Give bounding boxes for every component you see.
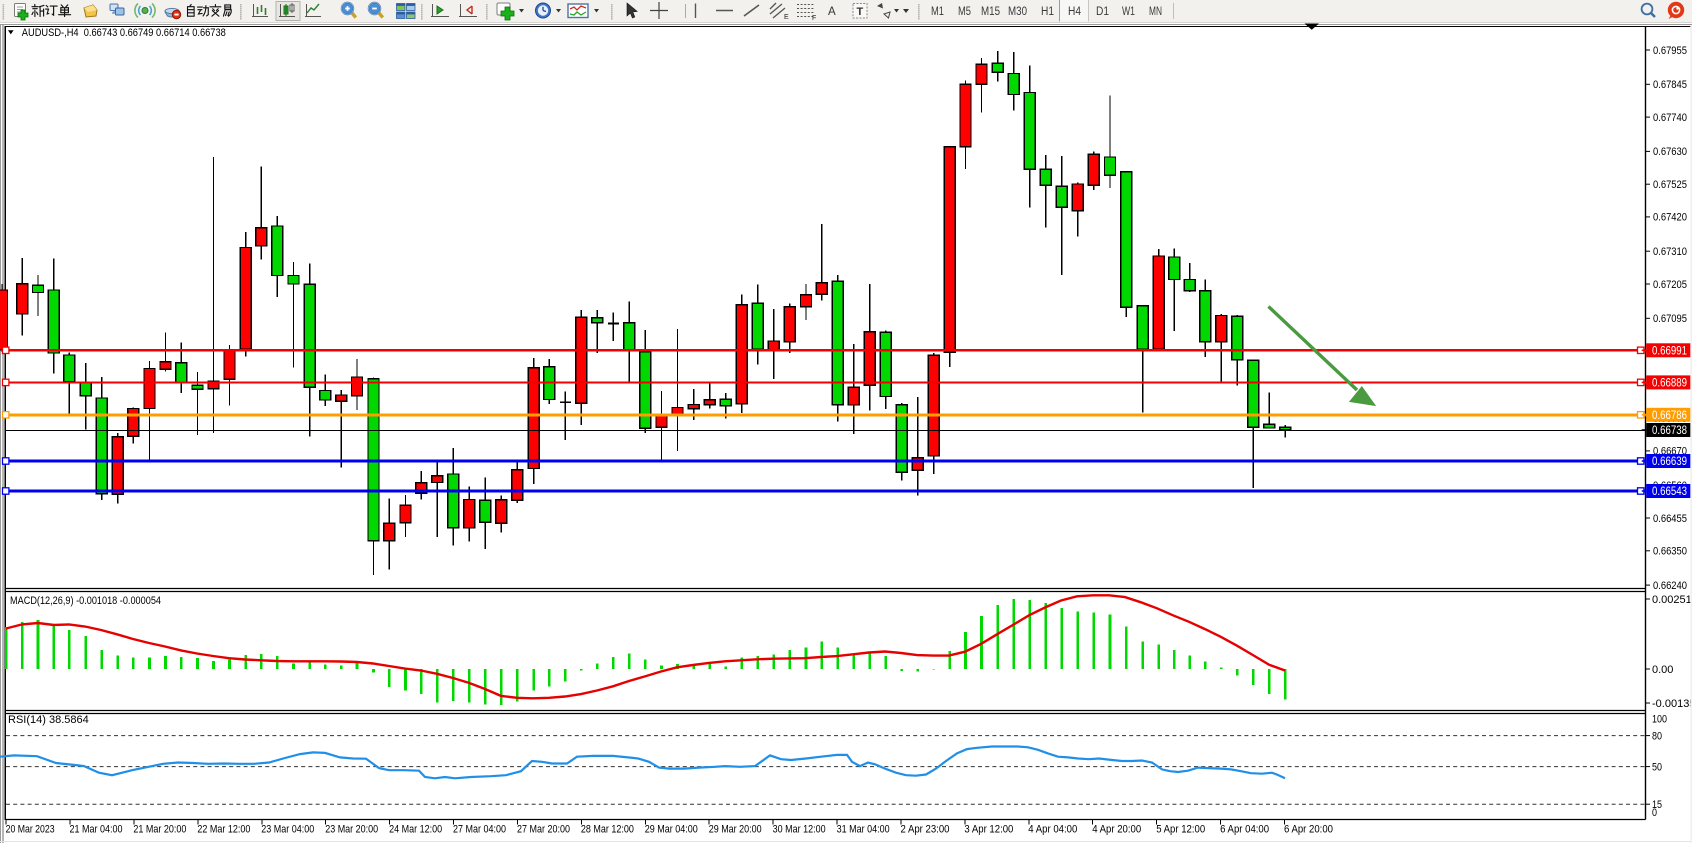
svg-text:0.66543: 0.66543: [1652, 486, 1687, 498]
svg-text:21 Mar 04:00: 21 Mar 04:00: [70, 824, 123, 836]
svg-text:0.66889: 0.66889: [1652, 377, 1687, 389]
svg-text:E: E: [784, 14, 789, 21]
svg-text:0.67095: 0.67095: [1653, 313, 1687, 325]
svg-text:3 Apr 12:00: 3 Apr 12:00: [964, 824, 1013, 836]
svg-text:AUDUSD-,H4 0.66743 0.66749 0.: AUDUSD-,H4 0.66743 0.66749 0.66714 0.667…: [22, 27, 226, 39]
svg-text:22 Mar 12:00: 22 Mar 12:00: [197, 824, 250, 836]
svg-text:0.67310: 0.67310: [1653, 246, 1687, 258]
svg-text:0.67525: 0.67525: [1653, 179, 1687, 191]
svg-text:2 Apr 23:00: 2 Apr 23:00: [901, 824, 950, 836]
svg-text:H4: H4: [1068, 6, 1082, 18]
svg-text:0.66350: 0.66350: [1653, 546, 1687, 558]
svg-text:D1: D1: [1096, 6, 1109, 18]
svg-text:MN: MN: [1149, 6, 1162, 18]
svg-text:M30: M30: [1008, 6, 1027, 18]
svg-text:27 Mar 04:00: 27 Mar 04:00: [453, 824, 506, 836]
svg-text:0.67205: 0.67205: [1653, 279, 1687, 291]
svg-text:T: T: [857, 6, 864, 18]
svg-text:A: A: [828, 6, 836, 18]
svg-text:0: 0: [1652, 807, 1657, 819]
svg-text:100: 100: [1652, 714, 1667, 726]
svg-text:0.67420: 0.67420: [1653, 212, 1687, 224]
svg-text:29 Mar 04:00: 29 Mar 04:00: [645, 824, 698, 836]
svg-text:15: 15: [1652, 799, 1662, 811]
svg-text:27 Mar 20:00: 27 Mar 20:00: [517, 824, 570, 836]
svg-text:24 Mar 12:00: 24 Mar 12:00: [389, 824, 442, 836]
svg-text:0.67845: 0.67845: [1653, 79, 1687, 91]
svg-text:0.67740: 0.67740: [1653, 112, 1687, 124]
svg-text:H1: H1: [1041, 6, 1054, 18]
svg-text:23 Mar 04:00: 23 Mar 04:00: [261, 824, 314, 836]
svg-text:6 Apr 20:00: 6 Apr 20:00: [1284, 824, 1333, 836]
svg-text:29 Mar 20:00: 29 Mar 20:00: [709, 824, 762, 836]
svg-text:80: 80: [1652, 731, 1662, 743]
svg-text:RSI(14) 38.5864: RSI(14) 38.5864: [8, 714, 89, 726]
svg-text:M5: M5: [958, 6, 971, 18]
svg-text:50: 50: [1652, 762, 1662, 774]
svg-text:31 Mar 04:00: 31 Mar 04:00: [837, 824, 890, 836]
svg-text:F: F: [812, 15, 816, 22]
svg-text:5 Apr 12:00: 5 Apr 12:00: [1156, 824, 1205, 836]
svg-text:4 Apr 20:00: 4 Apr 20:00: [1092, 824, 1141, 836]
svg-text:M1: M1: [931, 6, 944, 18]
svg-text:4 Apr 04:00: 4 Apr 04:00: [1028, 824, 1077, 836]
svg-text:6 Apr 04:00: 6 Apr 04:00: [1220, 824, 1269, 836]
svg-text:30 Mar 12:00: 30 Mar 12:00: [773, 824, 826, 836]
svg-text:23 Mar 20:00: 23 Mar 20:00: [325, 824, 378, 836]
svg-text:0.66738: 0.66738: [1652, 425, 1687, 437]
svg-text:0.67630: 0.67630: [1653, 146, 1687, 158]
svg-text:M15: M15: [981, 6, 1000, 18]
svg-text:W1: W1: [1122, 6, 1135, 18]
svg-text:0.66455: 0.66455: [1653, 513, 1687, 525]
svg-text:21 Mar 20:00: 21 Mar 20:00: [133, 824, 186, 836]
svg-text:0.00: 0.00: [1652, 664, 1673, 676]
svg-text:0.66639: 0.66639: [1652, 456, 1687, 468]
svg-text:MACD(12,26,9) -0.001018 -0.000: MACD(12,26,9) -0.001018 -0.000054: [10, 595, 161, 607]
svg-text:20 Mar 2023: 20 Mar 2023: [6, 824, 55, 836]
svg-text:0.66991: 0.66991: [1652, 345, 1687, 357]
svg-text:-0.00135: -0.00135: [1652, 698, 1692, 710]
svg-text:0.66240: 0.66240: [1653, 580, 1687, 592]
svg-text:0.002513: 0.002513: [1652, 594, 1692, 606]
svg-text:0.66786: 0.66786: [1652, 410, 1687, 422]
svg-text:28 Mar 12:00: 28 Mar 12:00: [581, 824, 634, 836]
svg-text:0.67955: 0.67955: [1653, 45, 1687, 57]
